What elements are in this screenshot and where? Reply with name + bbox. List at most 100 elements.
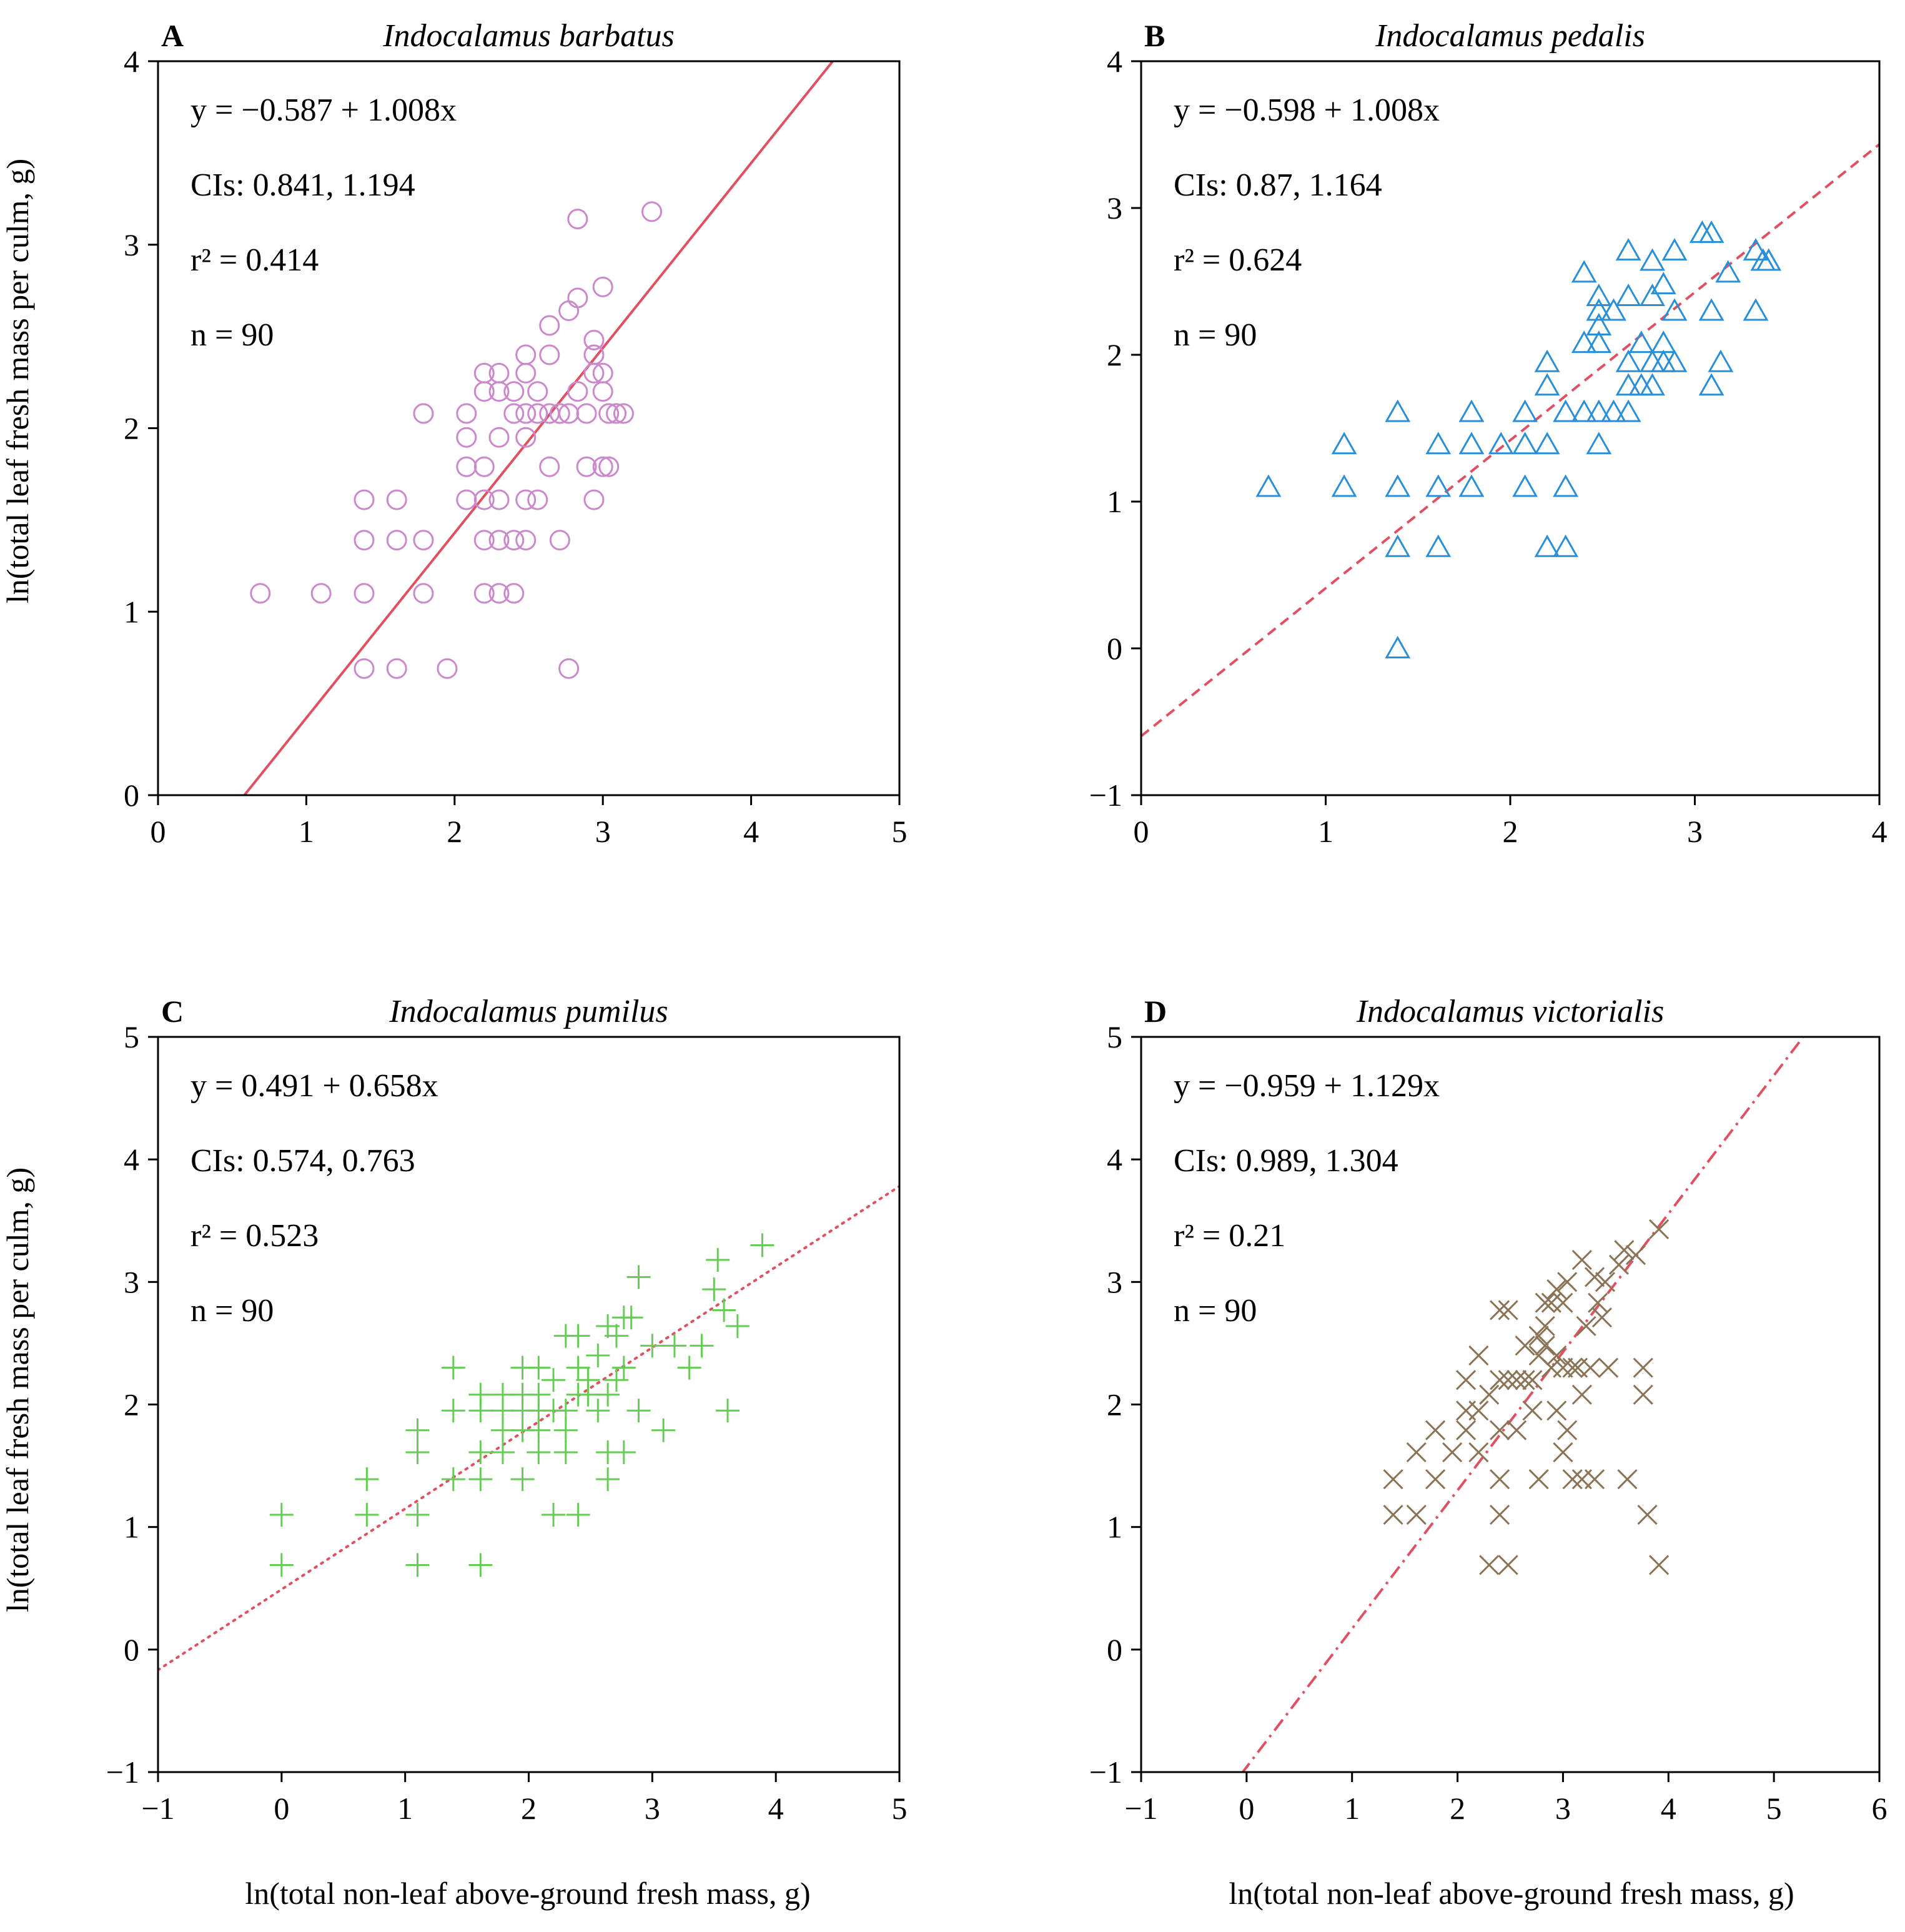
data-point: [354, 583, 375, 604]
data-point: [1498, 1370, 1518, 1390]
data-point: [567, 287, 588, 309]
data-point: [1406, 1442, 1427, 1463]
data-point: [527, 1418, 551, 1442]
data-point: [598, 403, 620, 424]
confidence-interval: CIs: 0.989, 1.304: [1174, 1143, 1398, 1179]
data-point: [576, 403, 597, 424]
data-point: [1591, 1307, 1612, 1328]
shared-x-axis-label-right: ln(total non-leaf above-ground fresh mas…: [1229, 1876, 1794, 1911]
data-point: [1490, 1469, 1510, 1490]
data-point: [1586, 330, 1612, 354]
data-point: [583, 330, 605, 350]
data-point: [1649, 1555, 1670, 1575]
data-point: [1534, 432, 1560, 455]
data-point: [592, 456, 613, 477]
data-point: [1698, 220, 1724, 243]
data-point: [1576, 1315, 1596, 1337]
data-point: [1255, 474, 1282, 497]
data-point: [515, 427, 537, 448]
data-point: [626, 1399, 651, 1423]
data-point: [473, 530, 495, 551]
y-tick-label: 3: [1107, 191, 1122, 225]
x-tick-label: 4: [768, 1791, 784, 1826]
data-point: [1468, 1345, 1489, 1366]
data-point: [1640, 373, 1665, 396]
sample-size: n = 90: [190, 317, 274, 353]
data-point: [413, 403, 434, 424]
y-tick-label: −1: [106, 1755, 139, 1790]
data-point: [606, 403, 627, 424]
panel-title: Indocalamus pumilus: [388, 994, 668, 1029]
y-tick-label: −1: [1089, 1755, 1122, 1790]
data-point: [566, 1355, 590, 1380]
data-point: [354, 489, 375, 510]
x-tick-label: 3: [645, 1791, 660, 1826]
data-point: [515, 489, 537, 510]
data-point: [269, 1553, 294, 1577]
data-point: [592, 362, 613, 384]
data-point: [1608, 1254, 1629, 1275]
data-point: [441, 1467, 465, 1492]
data-point: [1756, 248, 1782, 271]
data-point: [712, 1298, 736, 1322]
data-point: [527, 403, 548, 424]
shared-x-axis-label-left: ln(total non-leaf above-ground fresh mas…: [245, 1876, 810, 1911]
data-point: [488, 583, 510, 604]
data-point: [662, 1334, 686, 1358]
data-point: [1331, 474, 1357, 497]
confidence-interval: CIs: 0.574, 0.763: [190, 1143, 415, 1179]
data-point: [386, 658, 407, 679]
data-point: [1601, 399, 1626, 422]
data-point: [1553, 1442, 1573, 1463]
data-point: [1615, 283, 1641, 306]
data-point: [1625, 1245, 1646, 1266]
data-point: [1385, 399, 1411, 422]
data-point: [640, 1334, 665, 1358]
data-point: [1571, 1249, 1592, 1271]
x-tick-label: 1: [1318, 814, 1334, 849]
x-tick-label: 4: [1661, 1791, 1676, 1826]
data-point: [558, 300, 580, 321]
data-point: [503, 583, 525, 604]
data-point: [1557, 1420, 1578, 1440]
data-point: [456, 403, 477, 424]
x-tick-label: 0: [1134, 814, 1149, 849]
data-point: [1468, 1400, 1489, 1421]
data-point: [405, 1418, 430, 1442]
data-point: [1534, 373, 1560, 396]
data-point: [310, 583, 332, 604]
data-point: [539, 315, 560, 336]
y-tick-label: 3: [124, 227, 139, 262]
data-point: [1498, 1300, 1518, 1320]
data-point: [1442, 1442, 1463, 1463]
data-point: [355, 1503, 379, 1527]
data-point: [473, 456, 495, 477]
data-point: [1553, 1292, 1573, 1313]
data-point: [542, 1503, 566, 1527]
y-tick-label: 3: [1107, 1264, 1122, 1299]
data-point: [488, 489, 510, 510]
x-tick-label: 0: [274, 1791, 289, 1826]
data-point: [553, 1440, 578, 1464]
data-point: [1650, 272, 1676, 295]
x-tick-label: 3: [1687, 814, 1703, 849]
confidence-interval: CIs: 0.841, 1.194: [190, 167, 415, 203]
y-tick-label: −1: [1089, 778, 1122, 813]
data-point: [1571, 260, 1597, 283]
x-tick-label: 2: [1450, 1791, 1465, 1826]
data-point: [1512, 474, 1538, 497]
data-point: [1383, 1504, 1403, 1525]
fit-equation: y = −0.587 + 1.008x: [190, 92, 457, 128]
data-point: [1385, 635, 1411, 658]
data-point: [586, 1399, 610, 1423]
data-point: [468, 1399, 493, 1423]
data-point: [1490, 1504, 1510, 1525]
confidence-interval: CIs: 0.87, 1.164: [1174, 167, 1382, 203]
x-tick-label: 0: [151, 814, 166, 849]
data-point: [1615, 349, 1641, 372]
data-point: [1515, 1370, 1535, 1390]
r-squared: r² = 0.21: [1174, 1218, 1285, 1254]
data-point: [1585, 1469, 1605, 1490]
